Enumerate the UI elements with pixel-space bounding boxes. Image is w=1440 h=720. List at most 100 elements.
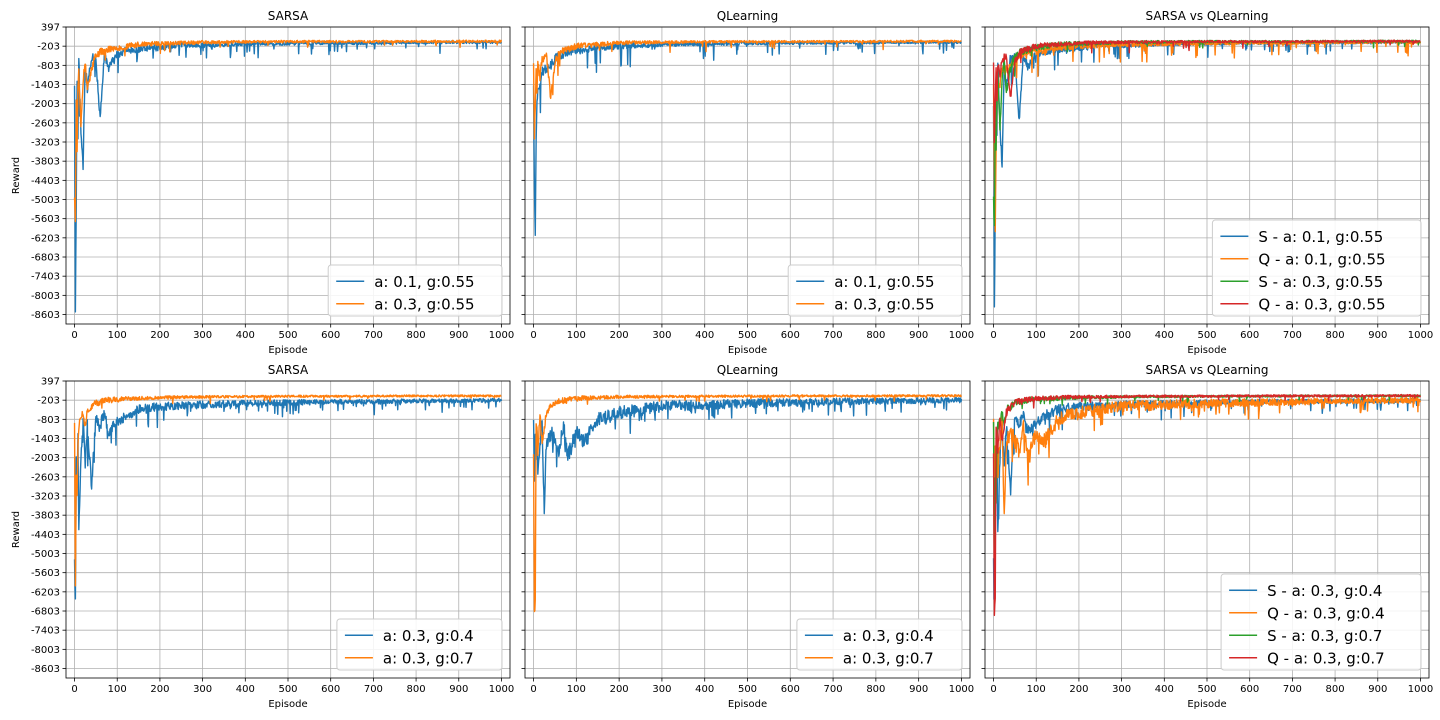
y-axis-label: Reward — [11, 511, 22, 548]
y-tick-label: -6803 — [31, 253, 60, 264]
x-tick-label: 900 — [449, 330, 468, 341]
legend-label: a: 0.3, g:0.55 — [374, 295, 474, 313]
legend: a: 0.3, g:0.4 a: 0.3, g:0.7 — [796, 618, 963, 671]
x-tick-label: 100 — [567, 330, 586, 341]
y-tick-label: -7403 — [31, 272, 60, 283]
y-tick-label: -1403 — [31, 80, 60, 91]
x-axis-label: Episode — [268, 345, 307, 356]
x-tick-label: 0 — [71, 330, 77, 341]
x-tick-label: 500 — [1197, 330, 1216, 341]
y-tick-label: -2603 — [31, 118, 60, 129]
x-tick-label: 200 — [150, 330, 169, 341]
chart-panel-4: 0 100 200 300 400 500 600 700 800 900 1000 397 -203 -… — [11, 363, 514, 710]
y-tick-label: -203 — [37, 42, 60, 53]
x-tick-label: 300 — [193, 684, 212, 695]
y-tick-label: -6803 — [31, 607, 60, 618]
y-tick-label: -5603 — [31, 214, 60, 225]
series-line-1 — [73, 397, 503, 600]
y-tick-label: -2003 — [31, 453, 60, 464]
x-tick-label: 600 — [1240, 684, 1259, 695]
x-tick-label: 800 — [866, 330, 885, 341]
y-tick-label: -8603 — [31, 664, 60, 675]
x-tick-label: 0 — [71, 684, 77, 695]
x-tick-label: 600 — [781, 330, 800, 341]
legend-label: Q - a: 0.1, g:0.55 — [1258, 250, 1385, 268]
y-tick-label: -4403 — [31, 176, 60, 187]
x-tick-label: 700 — [364, 330, 383, 341]
series-line-2 — [992, 396, 1422, 515]
legend-box — [1220, 573, 1422, 671]
y-tick-label: 397 — [41, 377, 60, 388]
chart-panel-3: 0 100 200 300 400 500 600 700 800 900 1000 SARSA vs… — [981, 9, 1433, 356]
x-tick-label: 700 — [1283, 330, 1302, 341]
y-tick-label: -3203 — [31, 138, 60, 149]
x-tick-label: 300 — [193, 330, 212, 341]
chart-title: SARSA vs QLearning — [1146, 363, 1269, 377]
legend-label: S - a: 0.3, g:0.4 — [1267, 582, 1382, 600]
series-line-2 — [992, 40, 1422, 233]
y-axis-label: Reward — [11, 157, 22, 194]
x-tick-label: 800 — [1326, 330, 1345, 341]
legend-label: Q - a: 0.3, g:0.7 — [1267, 649, 1385, 667]
x-tick-label: 500 — [1197, 684, 1216, 695]
series-line-4 — [992, 39, 1421, 144]
x-tick-label: 900 — [449, 684, 468, 695]
legend-box — [336, 618, 503, 671]
x-axis-label: Episode — [268, 699, 307, 710]
series-line-1 — [532, 40, 962, 237]
legend-label: S - a: 0.3, g:0.55 — [1258, 273, 1383, 291]
series-line-1 — [532, 396, 963, 515]
x-tick-label: 400 — [695, 684, 714, 695]
x-tick-label: 0 — [990, 684, 996, 695]
x-tick-label: 500 — [738, 330, 757, 341]
x-tick-label: 100 — [108, 684, 127, 695]
chart-title: QLearning — [717, 363, 779, 377]
x-tick-label: 1000 — [489, 330, 514, 341]
legend: a: 0.3, g:0.4 a: 0.3, g:0.7 — [336, 618, 503, 671]
y-tick-label: -1403 — [31, 434, 60, 445]
x-tick-label: 0 — [530, 684, 536, 695]
x-tick-label: 600 — [321, 330, 340, 341]
legend-label: a: 0.3, g:0.4 — [843, 627, 934, 645]
y-tick-label: -6203 — [31, 233, 60, 244]
chart-panel-5: 0 100 200 300 400 500 600 700 800 900 1000 QLearnin… — [521, 363, 974, 710]
x-tick-label: 0 — [530, 330, 536, 341]
x-tick-label: 300 — [652, 684, 671, 695]
y-tick-label: -7403 — [31, 626, 60, 637]
y-tick-label: -6203 — [31, 587, 60, 598]
x-tick-label: 700 — [824, 684, 843, 695]
y-tick-label: -803 — [37, 61, 60, 72]
x-tick-label: 200 — [610, 684, 629, 695]
x-tick-label: 800 — [1326, 684, 1345, 695]
x-tick-label: 300 — [1112, 684, 1131, 695]
x-axis-label: Episode — [728, 345, 767, 356]
series-line-4 — [992, 393, 1422, 617]
y-tick-label: -803 — [37, 415, 60, 426]
legend-label: Q - a: 0.3, g:0.4 — [1267, 604, 1385, 622]
y-tick-label: -3203 — [31, 492, 60, 503]
x-axis-label: Episode — [1187, 345, 1226, 356]
x-tick-label: 900 — [1368, 330, 1387, 341]
x-tick-label: 500 — [278, 684, 297, 695]
legend: S - a: 0.3, g:0.4 Q - a: 0.3, g:0.4 S - a:… — [1220, 573, 1422, 671]
legend-box — [787, 264, 963, 317]
x-tick-label: 1000 — [489, 684, 514, 695]
x-axis-label: Episode — [1187, 699, 1226, 710]
legend-label: a: 0.3, g:0.7 — [383, 649, 474, 667]
y-tick-label: -8603 — [31, 310, 60, 321]
legend: a: 0.1, g:0.55 a: 0.3, g:0.55 — [327, 264, 503, 317]
legend: S - a: 0.1, g:0.55 Q - a: 0.1, g:0.55 S - … — [1211, 219, 1422, 317]
y-tick-label: -2003 — [31, 99, 60, 110]
series-line-2 — [532, 393, 963, 613]
x-tick-label: 1000 — [949, 684, 974, 695]
x-tick-label: 900 — [909, 330, 928, 341]
legend-box — [327, 264, 503, 317]
legend-label: Q - a: 0.3, g:0.55 — [1258, 295, 1385, 313]
x-tick-label: 200 — [1069, 684, 1088, 695]
x-tick-label: 600 — [321, 684, 340, 695]
x-tick-label: 900 — [909, 684, 928, 695]
x-tick-label: 800 — [407, 684, 426, 695]
chart-title: SARSA — [268, 363, 309, 377]
y-tick-label: -8003 — [31, 645, 60, 656]
y-tick-label: -2603 — [31, 472, 60, 483]
